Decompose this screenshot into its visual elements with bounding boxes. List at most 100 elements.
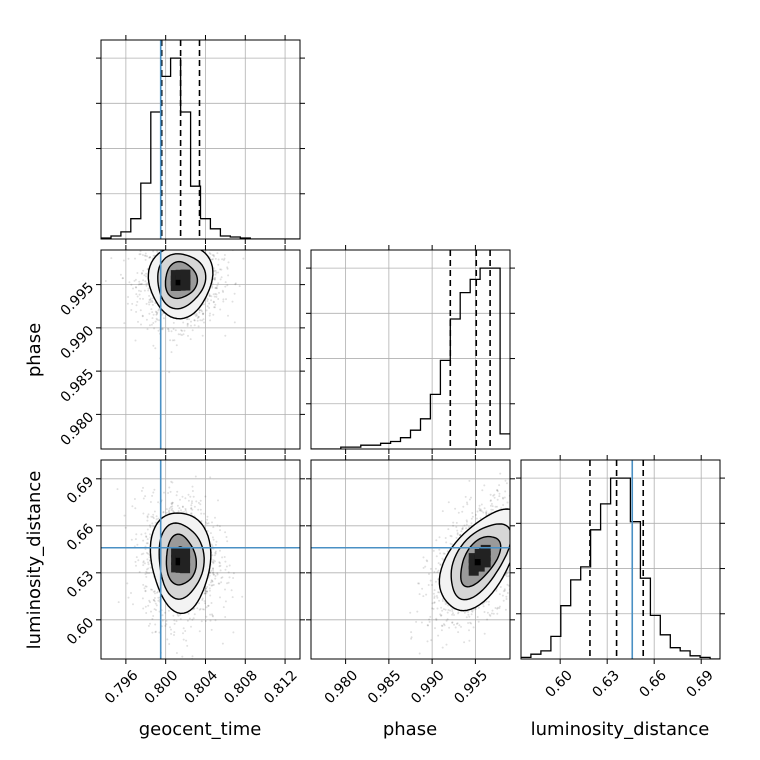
scatter-point: [127, 257, 130, 260]
scatter-point: [483, 484, 486, 487]
scatter-point: [485, 513, 488, 516]
scatter-point: [186, 644, 189, 647]
scatter-point: [222, 259, 225, 261]
scatter-point: [163, 491, 165, 494]
scatter-point: [416, 610, 419, 613]
scatter-point: [496, 505, 498, 508]
scatter-point: [134, 257, 136, 260]
scatter-point: [184, 509, 187, 512]
scatter-point: [183, 511, 185, 513]
scatter-point: [155, 609, 157, 611]
scatter-point: [136, 272, 139, 274]
scatter-point: [167, 328, 170, 331]
scatter-point: [198, 311, 201, 314]
scatter-point: [132, 603, 134, 606]
scatter-point: [170, 503, 173, 506]
scatter-point: [198, 309, 201, 311]
scatter-point: [190, 512, 193, 515]
scatter-point: [232, 572, 235, 575]
scatter-point: [150, 515, 153, 518]
scatter-point: [186, 324, 189, 327]
scatter-point: [219, 268, 222, 271]
scatter-point: [185, 511, 188, 514]
scatter-point: [458, 624, 461, 627]
scatter-point: [439, 613, 442, 616]
scatter-point: [214, 577, 217, 580]
scatter-point: [214, 543, 217, 546]
scatter-point: [166, 638, 169, 641]
scatter-point: [208, 314, 211, 317]
scatter-point: [162, 511, 165, 514]
scatter-point: [170, 628, 172, 631]
scatter-point: [203, 512, 205, 515]
scatter-point: [506, 572, 508, 575]
scatter-point: [440, 606, 443, 609]
scatter-point: [191, 485, 194, 488]
scatter-point: [462, 505, 465, 508]
scatter-point: [498, 492, 501, 495]
scatter-point: [431, 584, 433, 586]
scatter-point: [465, 519, 468, 522]
scatter-point: [454, 507, 457, 510]
scatter-point: [161, 619, 164, 622]
scatter-point: [211, 613, 213, 616]
panel-2d-phase-vs-geocent-time: [96, 245, 305, 454]
scatter-point: [441, 609, 444, 612]
scatter-point: [418, 593, 421, 596]
scatter-point: [504, 608, 507, 611]
scatter-point: [203, 592, 206, 595]
scatter-point: [200, 309, 203, 312]
scatter-point: [227, 571, 230, 574]
scatter-point: [148, 572, 150, 575]
density-bin: [480, 557, 491, 568]
scatter-point: [152, 313, 155, 316]
scatter-point: [217, 298, 220, 300]
scatter-point: [213, 554, 216, 557]
scatter-point: [433, 570, 436, 573]
scatter-point: [152, 322, 155, 324]
scatter-point: [489, 493, 492, 496]
scatter-point: [151, 631, 154, 634]
scatter-point: [502, 497, 505, 500]
scatter-point: [224, 531, 227, 534]
scatter-point: [224, 281, 227, 284]
xlabel-phase: phase: [383, 719, 437, 740]
scatter-point: [224, 285, 227, 288]
scatter-point: [201, 310, 203, 313]
scatter-point: [479, 509, 482, 512]
scatter-point: [145, 318, 148, 321]
scatter-point: [146, 268, 149, 271]
scatter-point: [134, 538, 137, 541]
scatter-point: [496, 498, 499, 501]
scatter-point: [138, 253, 141, 256]
scatter-point: [169, 490, 172, 493]
scatter-point: [211, 286, 214, 289]
scatter-point: [149, 566, 152, 569]
scatter-point: [209, 312, 211, 315]
scatter-point: [427, 584, 430, 586]
scatter-point: [496, 489, 499, 492]
scatter-point: [209, 594, 212, 597]
scatter-point: [143, 289, 146, 292]
scatter-point: [170, 330, 173, 333]
scatter-point: [151, 588, 154, 591]
scatter-point: [433, 589, 436, 592]
scatter-point: [485, 511, 487, 514]
scatter-point: [471, 512, 474, 514]
scatter-point: [136, 300, 139, 303]
scatter-point: [210, 602, 213, 604]
scatter-point: [499, 472, 502, 475]
scatter-point: [483, 632, 486, 635]
scatter-point: [455, 622, 458, 625]
scatter-point: [154, 310, 157, 313]
scatter-point: [506, 583, 509, 586]
scatter-point: [201, 599, 204, 601]
scatter-point: [207, 604, 210, 607]
scatter-point: [145, 284, 148, 287]
scatter-point: [238, 285, 241, 288]
scatter-point: [485, 600, 488, 603]
scatter-point: [149, 524, 151, 527]
scatter-point: [435, 617, 438, 620]
scatter-point: [445, 619, 448, 622]
scatter-point: [193, 319, 196, 322]
